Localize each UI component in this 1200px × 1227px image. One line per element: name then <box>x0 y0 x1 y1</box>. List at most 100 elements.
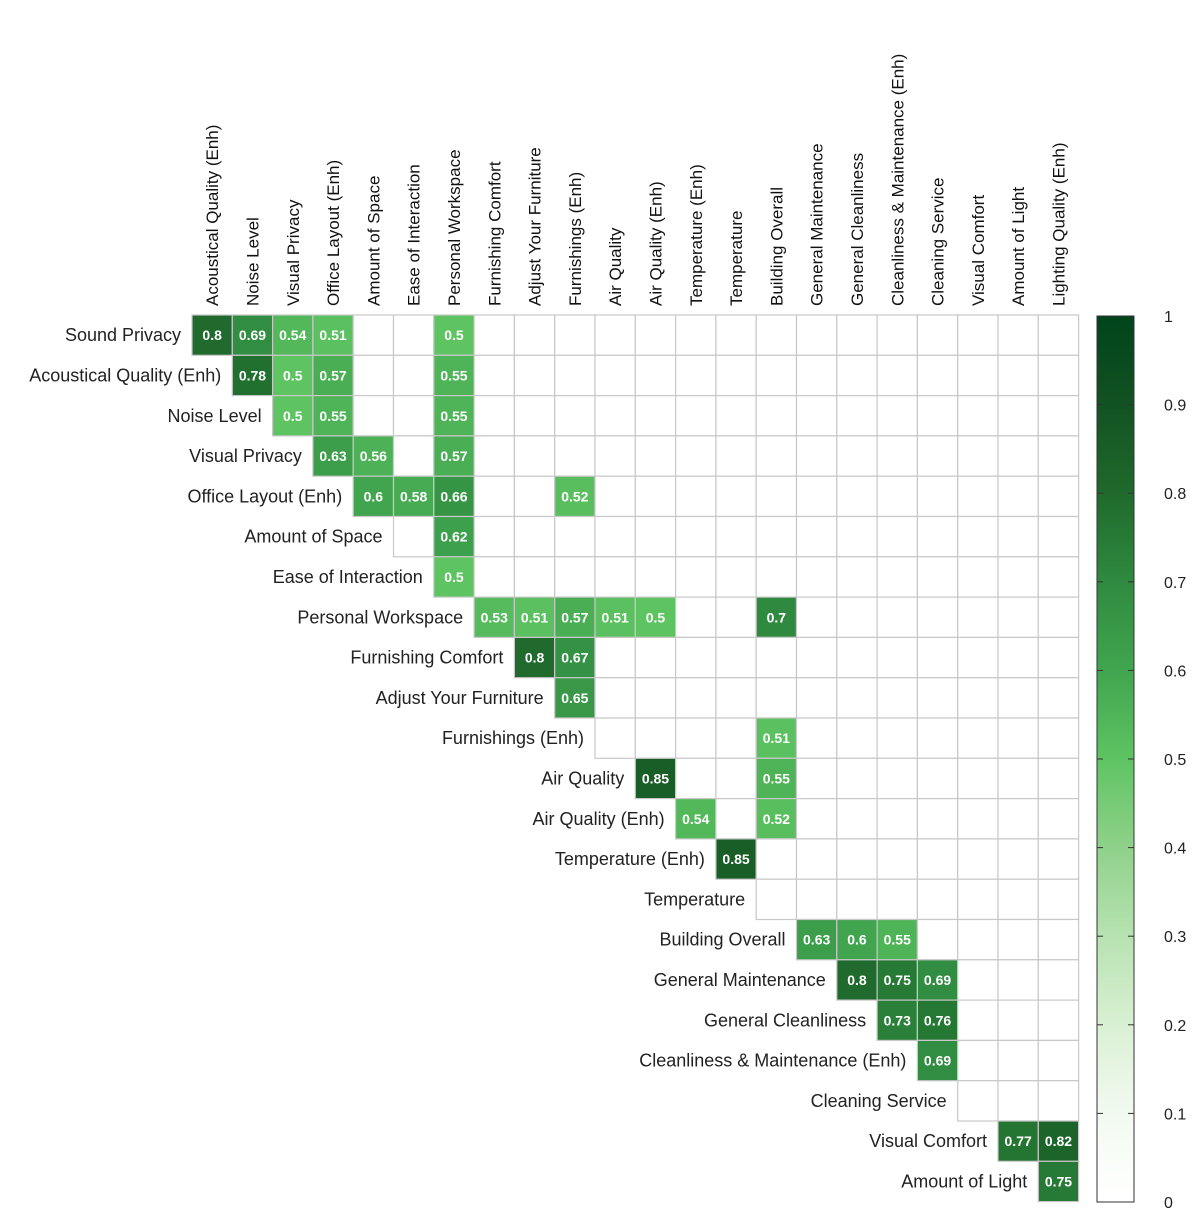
heatmap-cell-empty <box>876 475 918 518</box>
cell-value-label: 0.8 <box>525 650 545 666</box>
colorbar-gradient <box>1096 315 1135 1203</box>
heatmap-cell-empty <box>715 515 757 558</box>
heatmap-cell-filled <box>312 395 354 437</box>
heatmap-cell-filled <box>231 314 274 356</box>
cell-value-label: 0.66 <box>440 488 467 504</box>
heatmap-cell-empty <box>674 677 717 719</box>
heatmap-cell-empty <box>392 515 435 558</box>
heatmap-cell-empty <box>674 435 717 477</box>
heatmap-cell-empty <box>795 636 838 679</box>
row-label: Office Layout (Enh) <box>187 486 342 506</box>
heatmap-cell-filled <box>433 515 475 558</box>
heatmap-cell-filled <box>755 757 798 800</box>
cell-value-label: 0.52 <box>763 811 790 827</box>
cell-value-label: 0.5 <box>444 569 464 585</box>
cell-value-label: 0.55 <box>319 408 346 424</box>
heatmap-cell-empty <box>554 395 596 437</box>
cell-value-label: 0.85 <box>722 851 749 867</box>
cell-value-label: 0.6 <box>847 932 867 948</box>
column-label: Temperature (Enh) <box>687 164 706 306</box>
heatmap-cell-empty <box>795 556 838 598</box>
heatmap-cell-empty <box>997 1080 1039 1122</box>
cell-value-label: 0.63 <box>319 448 346 464</box>
heatmap-cell-empty <box>997 354 1039 397</box>
heatmap-cell-empty <box>674 757 717 800</box>
heatmap-cell-empty <box>916 677 959 719</box>
heatmap-cell-empty <box>997 314 1039 356</box>
heatmap-cell-empty <box>795 677 838 719</box>
cell-value-label: 0.55 <box>884 932 911 948</box>
row-label: Furnishing Comfort <box>350 648 503 668</box>
heatmap-cell-empty <box>473 515 516 558</box>
heatmap-cell-empty <box>1037 999 1080 1041</box>
heatmap-cell-empty <box>1037 314 1080 356</box>
heatmap-cell-empty <box>957 757 999 800</box>
heatmap-cell-empty <box>876 314 918 356</box>
column-label: Temperature <box>727 211 746 306</box>
cell-value-label: 0.57 <box>440 448 467 464</box>
heatmap-cell-empty <box>957 1080 999 1122</box>
heatmap-cell-empty <box>836 677 878 719</box>
heatmap-cell-empty <box>1037 677 1080 719</box>
cell-value-label: 0.57 <box>561 609 588 625</box>
row-label: Cleaning Service <box>811 1091 947 1111</box>
heatmap-cell-filled <box>513 636 556 679</box>
heatmap-cell-empty <box>876 717 918 759</box>
heatmap-cell-empty <box>795 717 838 759</box>
row-label: Acoustical Quality (Enh) <box>29 365 221 385</box>
heatmap-cell-filled <box>554 475 596 518</box>
heatmap-cell-empty <box>997 959 1039 1001</box>
heatmap-cell-empty <box>715 797 757 840</box>
heatmap-cell-empty <box>997 1039 1039 1082</box>
column-label: Office Layout (Enh) <box>324 160 343 306</box>
colorbar-tick-label: 1 <box>1164 309 1173 326</box>
colorbar: 0 0.1 0.2 0.3 0.4 0.5 0.6 0.7 0.8 0.9 1 <box>1096 309 1186 1212</box>
heatmap-cell-empty <box>473 475 516 518</box>
heatmap-cell-empty <box>836 354 878 397</box>
heatmap-cell-empty <box>836 636 878 679</box>
cell-value-label: 0.5 <box>283 367 303 383</box>
heatmap-cell-empty <box>916 556 959 598</box>
heatmap-cell-empty <box>715 556 757 598</box>
heatmap-cell-empty <box>634 314 677 356</box>
heatmap-cell-empty <box>473 556 516 598</box>
heatmap-cell-empty <box>715 757 757 800</box>
heatmap-cell-empty <box>634 435 677 477</box>
heatmap-cell-empty <box>594 717 636 759</box>
heatmap-cell-empty <box>352 314 395 356</box>
heatmap-cell-empty <box>916 395 959 437</box>
row-label: Adjust Your Furniture <box>376 688 544 708</box>
row-label: Noise Level <box>168 406 262 426</box>
heatmap-cell-empty <box>513 354 556 397</box>
cell-value-label: 0.51 <box>763 730 790 746</box>
heatmap-cell-empty <box>795 838 838 880</box>
cell-value-label: 0.7 <box>767 609 787 625</box>
heatmap-cell-empty <box>997 757 1039 800</box>
heatmap-cell-empty <box>594 556 636 598</box>
heatmap-cell-empty <box>392 395 435 437</box>
cell-value-label: 0.78 <box>239 367 266 383</box>
heatmap-cell-empty <box>594 435 636 477</box>
heatmap-cell-empty <box>594 636 636 679</box>
cell-value-label: 0.51 <box>602 609 629 625</box>
row-label: Cleanliness & Maintenance (Enh) <box>639 1051 906 1071</box>
column-label: Air Quality (Enh) <box>646 181 665 306</box>
heatmap-cell-empty <box>916 717 959 759</box>
cell-value-label: 0.82 <box>1045 1133 1072 1149</box>
row-label: Building Overall <box>659 930 785 950</box>
cell-value-label: 0.51 <box>521 609 548 625</box>
colorbar-tick-label: 0.4 <box>1164 841 1186 858</box>
colorbar-tick-label: 0.2 <box>1164 1018 1186 1035</box>
heatmap-cell-filled <box>231 354 274 397</box>
heatmap-cell-filled <box>634 757 677 800</box>
heatmap-cell-empty <box>916 515 959 558</box>
row-label: Furnishings (Enh) <box>442 728 584 748</box>
heatmap-cell-empty <box>715 677 757 719</box>
heatmap-cell-empty <box>795 435 838 477</box>
heatmap-cell-empty <box>836 878 878 921</box>
heatmap-cell-empty <box>836 475 878 518</box>
heatmap-cell-empty <box>916 878 959 921</box>
heatmap-cell-empty <box>674 314 717 356</box>
heatmap-cell-filled <box>1037 1160 1080 1203</box>
